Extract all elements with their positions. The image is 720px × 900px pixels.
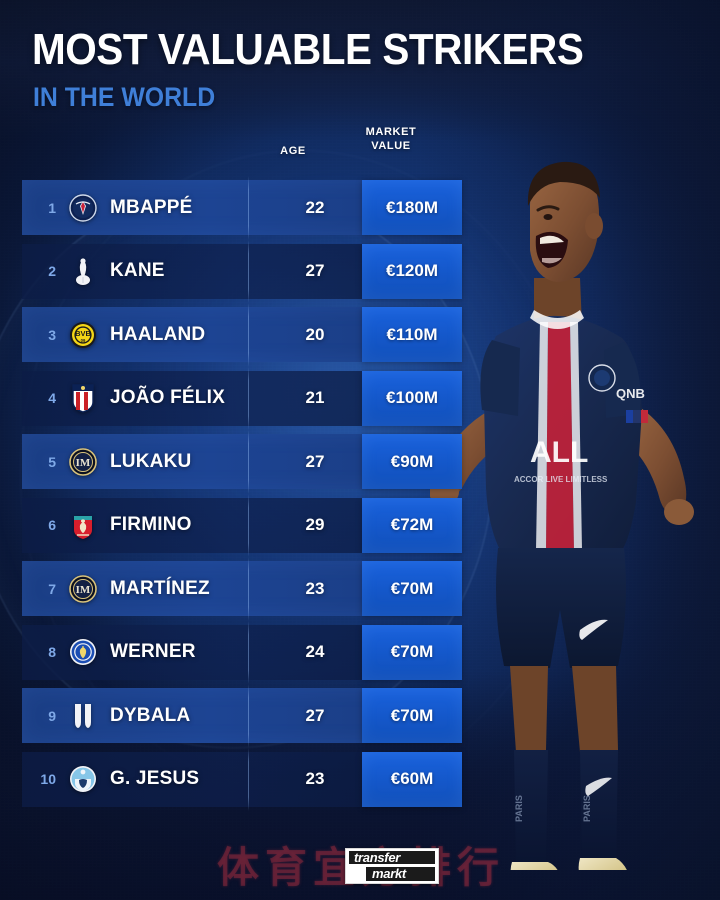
ranking-table: 1 MBAPPÉ 22 €180M 2 KANE 27 €120M 3 BVB 09 HAALAND 2… [22, 176, 462, 812]
column-header-market-value-line1: MARKET [365, 126, 417, 138]
table-row[interactable]: 9 DYBALA 27 €70M [22, 684, 462, 748]
transfermarkt-logo: transfer markt [345, 848, 439, 884]
transfermarkt-bar-top [349, 851, 435, 864]
row-player-name: G. JESUS [110, 768, 200, 790]
table-row[interactable]: 3 BVB 09 HAALAND 20 €110M [22, 303, 462, 367]
row-market-value[interactable]: €70M [362, 561, 462, 616]
row-market-value[interactable]: €60M [362, 751, 462, 807]
transfermarkt-word-transfer: transfer [354, 850, 401, 865]
row-market-value[interactable]: €100M [362, 370, 462, 426]
svg-text:IM: IM [76, 457, 91, 469]
row-rank: 2 [48, 263, 56, 280]
row-player-name: LUKAKU [110, 450, 192, 472]
column-header-market-value-line2: VALUE [371, 139, 411, 152]
liverpool-crest [66, 494, 100, 558]
row-player-name: MBAPPÉ [110, 196, 193, 218]
page-title: MOST VALUABLE STRIKERS [32, 25, 584, 74]
transfermarkt-word-markt: markt [372, 866, 406, 881]
row-age: 27 [305, 261, 325, 281]
svg-text:QNB: QNB [616, 386, 645, 401]
row-market-value[interactable]: €72M [362, 497, 462, 553]
row-age: 22 [305, 197, 325, 217]
row-divider [248, 303, 249, 367]
table-row[interactable]: 5 IM LUKAKU 27 €90M [22, 430, 462, 494]
row-age: 21 [305, 388, 325, 408]
svg-text:PARIS: PARIS [514, 795, 524, 822]
page-subtitle: IN THE WORLD [33, 82, 216, 112]
row-divider [248, 430, 249, 494]
table-row[interactable]: 1 MBAPPÉ 22 €180M [22, 176, 462, 240]
table-row[interactable]: 4 JOÃO FÉLIX 21 €100M [22, 366, 462, 431]
row-divider [248, 176, 249, 240]
row-market-value[interactable]: €90M [362, 434, 462, 489]
row-market-value[interactable]: €180M [362, 180, 462, 235]
row-age: 24 [305, 642, 325, 662]
row-player-name: DYBALA [110, 704, 191, 726]
row-rank: 6 [48, 517, 56, 534]
row-divider [248, 239, 249, 303]
transfermarkt-logo-row1: transfer [346, 849, 438, 866]
transfermarkt-bar-bottom [366, 867, 435, 881]
row-rank: 9 [48, 707, 56, 724]
table-row[interactable]: 10 G. JESUS 23 €60M [22, 747, 462, 812]
row-market-value[interactable]: €70M [362, 624, 462, 680]
mancity-crest [66, 748, 100, 812]
row-player-name: HAALAND [110, 323, 206, 345]
row-player-name: MARTÍNEZ [110, 577, 210, 599]
row-rank: 1 [48, 199, 56, 216]
table-row[interactable]: 2 KANE 27 €120M [22, 239, 462, 304]
row-age: 23 [305, 769, 325, 789]
row-divider [248, 557, 249, 621]
table-row[interactable]: 6 FIRMINO 29 €72M [22, 493, 462, 558]
column-header-age: AGE [280, 145, 306, 157]
row-age: 23 [305, 578, 325, 598]
svg-text:IM: IM [76, 584, 91, 596]
chelsea-crest [66, 621, 100, 685]
row-age: 27 [305, 451, 325, 471]
player-photo: ALL ACCOR LIVE LIMITLESS QNB [429, 110, 720, 889]
row-divider [248, 366, 249, 430]
row-divider [248, 493, 249, 557]
row-rank: 7 [48, 580, 56, 597]
row-rank: 3 [48, 326, 56, 343]
svg-text:09: 09 [81, 338, 86, 343]
svg-text:BVB: BVB [75, 329, 91, 338]
row-age: 29 [305, 515, 325, 535]
transfermarkt-logo-row2: markt [346, 866, 438, 883]
tottenham-crest [66, 240, 100, 304]
psg-crest [66, 176, 100, 240]
row-market-value[interactable]: €120M [362, 243, 462, 299]
row-divider [248, 684, 249, 748]
table-row[interactable]: 7 IM MARTÍNEZ 23 €70M [22, 557, 462, 621]
row-player-name: WERNER [110, 641, 196, 663]
table-row[interactable]: 8 WERNER 24 €70M [22, 620, 462, 685]
atletico-crest [66, 367, 100, 431]
row-rank: 4 [48, 390, 56, 407]
row-rank: 5 [48, 453, 56, 470]
juventus-crest [66, 684, 100, 748]
svg-text:PARIS: PARIS [582, 795, 592, 822]
row-age: 20 [305, 324, 325, 344]
inter-crest: IM [66, 557, 100, 621]
row-market-value[interactable]: €110M [362, 307, 462, 362]
svg-text:ACCOR LIVE LIMITLESS: ACCOR LIVE LIMITLESS [514, 475, 608, 484]
row-divider [248, 620, 249, 684]
row-age: 27 [305, 705, 325, 725]
dortmund-crest: BVB 09 [66, 303, 100, 367]
row-player-name: FIRMINO [110, 514, 192, 536]
row-market-value[interactable]: €70M [362, 688, 462, 743]
row-player-name: KANE [110, 260, 165, 282]
row-rank: 8 [48, 644, 56, 661]
row-player-name: JOÃO FÉLIX [110, 387, 225, 409]
row-divider [248, 747, 249, 811]
inter-crest: IM [66, 430, 100, 494]
column-header-market-value: MARKET VALUE [350, 126, 432, 154]
svg-text:ALL: ALL [530, 436, 588, 469]
row-rank: 10 [40, 771, 56, 788]
